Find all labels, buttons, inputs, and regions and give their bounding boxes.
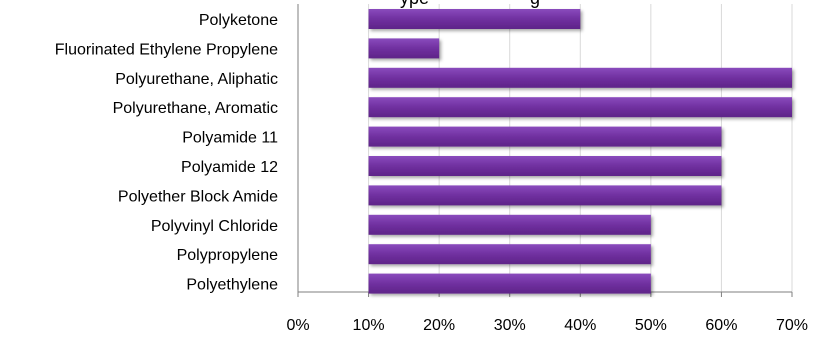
bar xyxy=(368,214,651,235)
bar xyxy=(368,185,722,206)
chart-title-fragment-left: ype xyxy=(400,0,429,8)
category-label: Polyurethane, Aromatic xyxy=(113,100,278,117)
tick-label: 70% xyxy=(776,317,808,334)
category-label: Polyethylene xyxy=(186,277,278,294)
chart-title-fragment-right: g xyxy=(530,0,540,8)
category-label: Polyurethane, Aliphatic xyxy=(115,71,278,88)
bar xyxy=(368,126,722,147)
bar xyxy=(368,38,440,59)
category-label: Fluorinated Ethylene Propylene xyxy=(55,41,278,58)
chart-title: ype g xyxy=(400,0,540,8)
tick-label: 40% xyxy=(564,317,596,334)
category-label: Polyamide 11 xyxy=(182,130,278,147)
tick-labels: 0% 10% 20% 30% 40% 50% 60% 70% xyxy=(286,317,808,334)
category-label: Polyketone xyxy=(199,12,278,29)
tick-label: 10% xyxy=(353,317,385,334)
bar xyxy=(368,156,722,176)
category-label: Polyether Block Amide xyxy=(118,188,278,205)
bars xyxy=(368,9,792,294)
category-label: Polypropylene xyxy=(177,247,279,264)
category-label: Polyamide 12 xyxy=(181,159,278,176)
bar xyxy=(368,67,792,88)
tick-label: 50% xyxy=(635,317,667,334)
category-label: Polyvinyl Chloride xyxy=(151,218,278,235)
bar xyxy=(368,273,651,294)
bar xyxy=(368,9,581,29)
category-labels: Polyketone Fluorinated Ethylene Propylene… xyxy=(55,12,278,294)
tick-label: 60% xyxy=(705,317,737,334)
tick-label: 0% xyxy=(286,317,309,334)
tick-label: 30% xyxy=(494,317,526,334)
bar xyxy=(368,244,651,265)
tick-label: 20% xyxy=(423,317,455,334)
bar xyxy=(368,97,792,118)
